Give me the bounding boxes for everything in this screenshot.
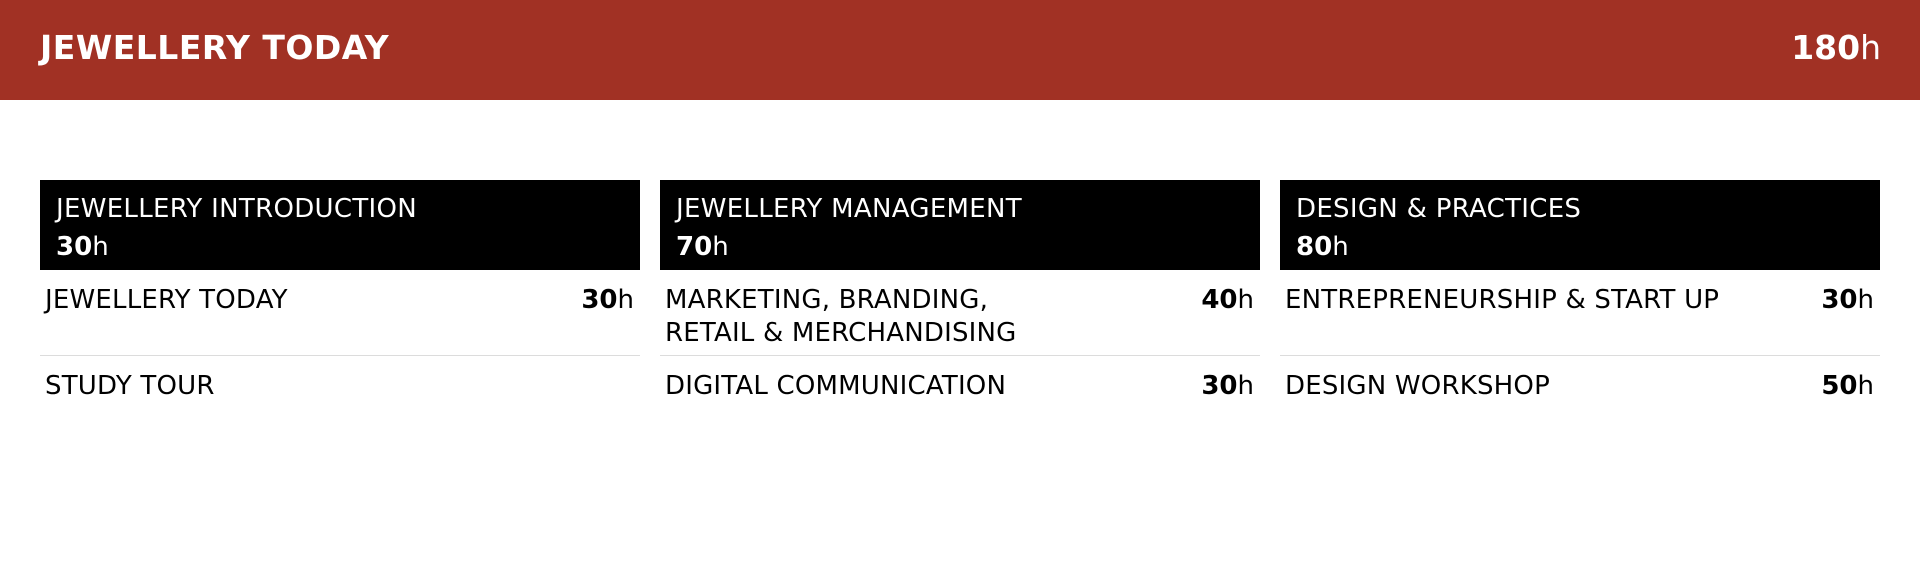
program-banner: JEWELLERY TODAY 180h: [0, 0, 1920, 100]
module-hours-unit: h: [712, 232, 729, 262]
course-hours: 30h: [581, 284, 634, 317]
course-hours: 30h: [1201, 370, 1254, 403]
module-hours: 80h: [1296, 230, 1864, 264]
course-hours-value: 50: [1821, 371, 1858, 401]
module-header: JEWELLERY MANAGEMENT 70h: [660, 180, 1260, 270]
course-hours: 30h: [1821, 284, 1874, 317]
course-hours-unit: h: [1237, 285, 1254, 315]
course-row: JEWELLERY TODAY 30h: [40, 270, 640, 356]
course-hours-value: 30: [1201, 371, 1238, 401]
module-column-introduction: JEWELLERY INTRODUCTION 30h JEWELLERY TOD…: [40, 180, 640, 418]
module-column-design: DESIGN & PRACTICES 80h ENTREPRENEURSHIP …: [1280, 180, 1880, 418]
module-title: JEWELLERY MANAGEMENT: [676, 194, 1022, 224]
course-hours-value: 40: [1201, 285, 1238, 315]
course-hours-unit: h: [1857, 371, 1874, 401]
course-name: STUDY TOUR: [45, 371, 215, 401]
course-row: MARKETING, BRANDING, RETAIL & MERCHANDIS…: [660, 270, 1260, 356]
course-hours-unit: h: [1857, 285, 1874, 315]
course-hours-value: 30: [1821, 285, 1858, 315]
module-title: DESIGN & PRACTICES: [1296, 194, 1582, 224]
program-title: JEWELLERY TODAY: [40, 28, 390, 67]
course-hours: 50h: [1821, 370, 1874, 403]
program-hours-unit: h: [1860, 28, 1881, 67]
course-name: DESIGN WORKSHOP: [1285, 371, 1550, 401]
module-hours-value: 70: [676, 232, 713, 262]
course-hours-value: 30: [581, 285, 618, 315]
course-name-line-2: RETAIL & MERCHANDISING: [665, 318, 1017, 348]
course-name: JEWELLERY TODAY: [45, 285, 288, 315]
module-column-management: JEWELLERY MANAGEMENT 70h MARKETING, BRAN…: [660, 180, 1260, 418]
module-title: JEWELLERY INTRODUCTION: [56, 194, 417, 224]
course-row: ENTREPRENEURSHIP & START UP 30h: [1280, 270, 1880, 356]
module-hours: 30h: [56, 230, 624, 264]
course-row: DESIGN WORKSHOP 50h: [1280, 356, 1880, 418]
course-row: DIGITAL COMMUNICATION 30h: [660, 356, 1260, 418]
course-name: DIGITAL COMMUNICATION: [665, 371, 1007, 401]
module-hours-unit: h: [92, 232, 109, 262]
course-name: MARKETING, BRANDING, RETAIL & MERCHANDIS…: [665, 284, 1135, 350]
module-header: JEWELLERY INTRODUCTION 30h: [40, 180, 640, 270]
course-name-line-1: MARKETING, BRANDING,: [665, 285, 989, 315]
program-hours-value: 180: [1791, 28, 1861, 67]
course-hours: 40h: [1201, 284, 1254, 317]
module-hours-unit: h: [1332, 232, 1349, 262]
course-hours-unit: h: [617, 285, 634, 315]
module-hours-value: 30: [56, 232, 93, 262]
module-header: DESIGN & PRACTICES 80h: [1280, 180, 1880, 270]
course-name: ENTREPRENEURSHIP & START UP: [1285, 285, 1720, 315]
program-total-hours: 180h: [1791, 28, 1881, 68]
module-hours: 70h: [676, 230, 1244, 264]
course-hours-unit: h: [1237, 371, 1254, 401]
module-hours-value: 80: [1296, 232, 1333, 262]
course-row: STUDY TOUR: [40, 356, 640, 418]
